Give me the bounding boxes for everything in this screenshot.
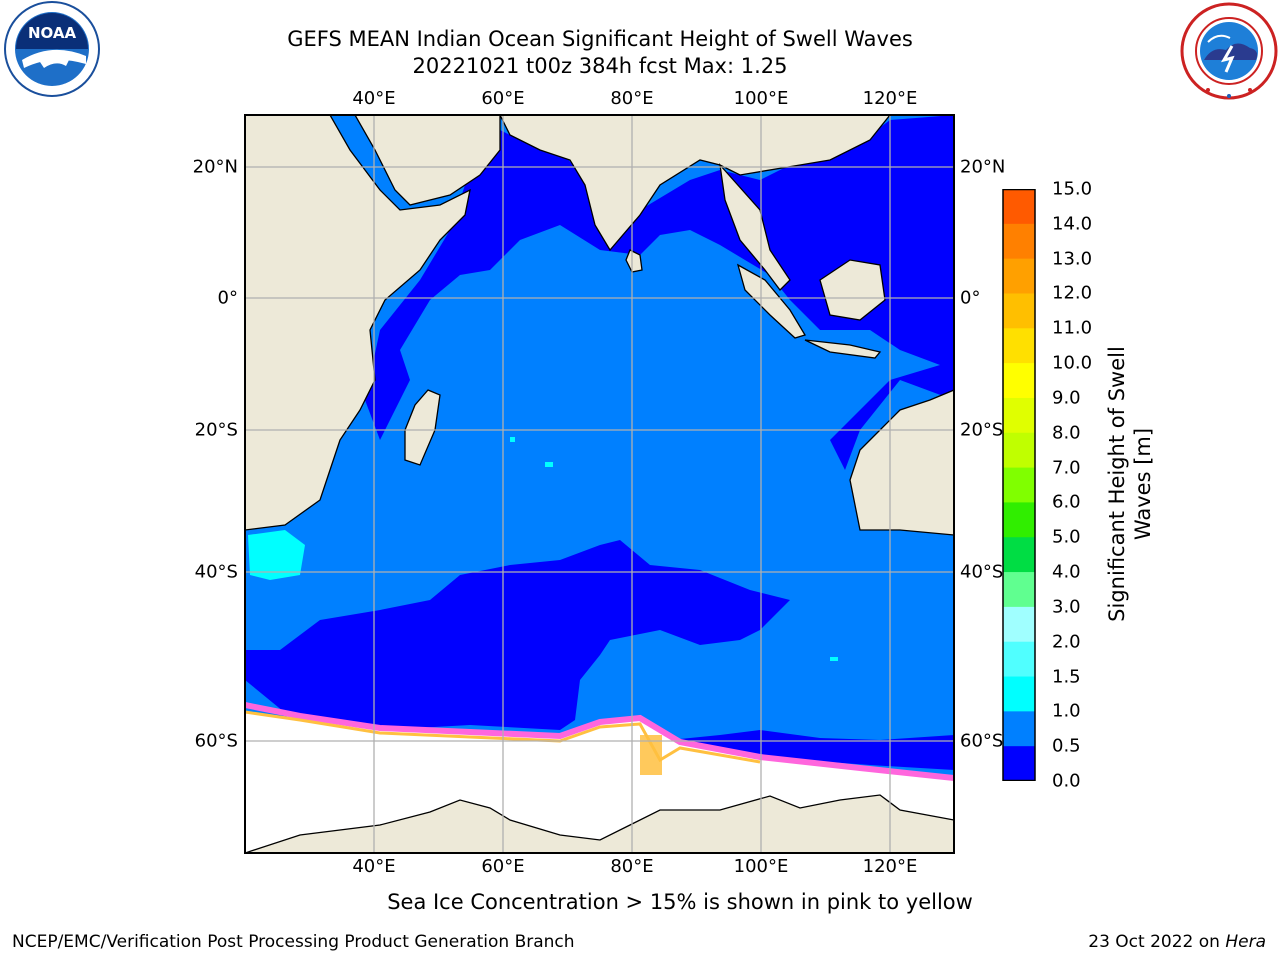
sea-ice-yellow-patch [640,735,662,775]
lon-tick-top: 100°E [733,88,789,109]
colorbar-tick-label: 9.0 [1052,387,1081,409]
lat-tick-left: 60°S [194,730,238,752]
colorbar-segment [1003,397,1035,434]
colorbar-tick-label: 2.0 [1052,631,1081,653]
swell-1.0-1.5-dot [830,657,838,661]
colorbar-segment [1003,328,1035,364]
colorbar-tick-label: 6.0 [1052,491,1081,513]
land-sri-lanka [625,249,643,273]
colorbar-tick-label: 15.0 [1052,178,1093,200]
lon-tick-bottom: 80°E [610,856,654,877]
colorbar-tick-label: 1.5 [1052,666,1081,688]
lon-tick-top: 40°E [352,88,396,109]
lon-tick-bottom: 100°E [733,856,789,877]
lat-tick-right: 20°N [960,156,1006,178]
colorbar-label: Significant Height of Swell Waves [m] [1105,346,1155,622]
lat-tick-left: 0° [217,287,238,309]
swell-1.0-1.5-dot [510,437,515,442]
colorbar-tick-label: 1.0 [1052,700,1081,722]
land-arabia-india-asia [354,115,891,252]
colorbar-tick-label: 0.5 [1052,735,1081,757]
colorbar-tick-label: 10.0 [1052,352,1093,374]
lon-tick-bottom: 40°E [352,856,396,877]
lat-tick-right: 20°S [960,419,1004,441]
colorbar-segment [1003,537,1035,573]
colorbar-tick-label: 13.0 [1052,248,1093,270]
colorbar-segment [1003,258,1035,294]
sea-ice-note: Sea Ice Concentration > 15% is shown in … [387,890,973,914]
lat-tick-left: 20°N [192,156,238,178]
lon-tick-bottom: 60°E [481,856,525,877]
colorbar-segment [1003,432,1035,469]
colorbar-tick-label: 0.0 [1052,770,1081,792]
lon-tick-top: 120°E [862,88,918,109]
colorbar-segment [1003,606,1035,643]
chart-subtitle: 20221021 t00z 384h fcst Max: 1.25 [412,54,788,78]
colorbar-segment [1003,711,1035,747]
lat-tick-right: 60°S [960,730,1004,752]
colorbar-tick-label: 4.0 [1052,561,1081,583]
colorbar-segment [1003,223,1035,260]
map-area [245,115,954,853]
land-sumatra [736,263,806,339]
swell-0-0.5-north-band [365,115,954,470]
svg-text:NOAA: NOAA [28,24,77,42]
colorbar-tick-label: 7.0 [1052,457,1081,479]
lon-tick-bottom: 120°E [862,856,918,877]
national-weather-service-logo [1178,2,1280,106]
credit-line: NCEP/EMC/Verification Post Processing Pr… [12,932,575,952]
noaa-logo: NOAA [0,0,105,104]
chart-title: GEFS MEAN Indian Ocean Significant Heigh… [287,27,913,51]
colorbar-segment [1003,746,1035,781]
colorbar-segment [1003,293,1035,329]
colorbar-segment [1003,189,1035,225]
graticule [245,115,954,853]
swell-0-0.5-south-band [245,540,790,730]
colorbar-tick-label: 11.0 [1052,317,1093,339]
colorbar-tick-label: 3.0 [1052,596,1081,618]
land-madagascar [404,389,441,466]
colorbar-tick-label: 12.0 [1052,282,1093,304]
lat-tick-left: 40°S [194,561,238,583]
colorbar-segment [1003,641,1035,678]
sea-ice-edge-yellow [245,710,761,764]
land-antarctica [245,794,954,853]
land-borneo [819,259,886,321]
generation-date: 23 Oct 2022 on Hera [1088,932,1266,952]
colorbar-segment [1003,676,1035,712]
colorbar-tick-label: 14.0 [1052,213,1093,235]
colorbar-segment [1003,572,1035,608]
lon-tick-top: 80°E [610,88,654,109]
colorbar-segment [1003,502,1035,538]
colorbar [1002,189,1036,781]
swell-1.0-1.5-dot [545,462,553,467]
colorbar-frame [1002,189,1036,781]
sea-ice-edge-pink [245,702,954,781]
swell-1.0-1.5-patch [248,530,305,580]
colorbar-segment [1003,363,1035,399]
lon-tick-top: 60°E [481,88,525,109]
lat-tick-right: 40°S [960,561,1004,583]
land-australia [849,389,954,536]
colorbar-tick-label: 8.0 [1052,422,1081,444]
colorbar-segment [1003,467,1035,503]
colorbar-tick-label: 5.0 [1052,526,1081,548]
land-java [804,339,882,359]
land-malay-peninsula [719,162,791,291]
lat-tick-right: 0° [960,287,981,309]
map-frame [244,114,955,854]
swell-0-0.5-southeast-band [670,730,954,770]
land-africa [245,115,471,531]
lat-tick-left: 20°S [194,419,238,441]
